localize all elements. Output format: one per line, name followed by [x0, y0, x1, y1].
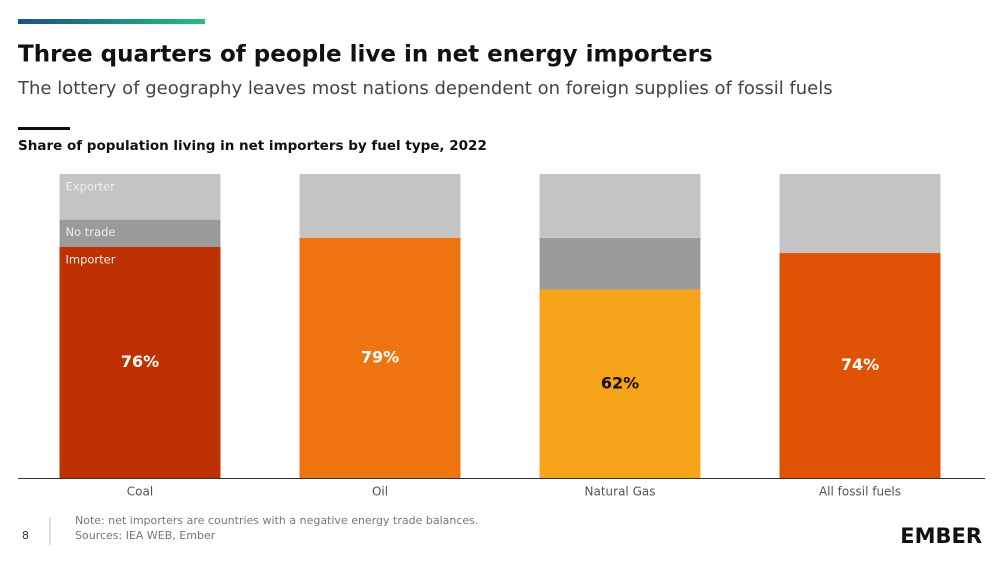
value-label: 76%	[121, 352, 159, 371]
title: Three quarters of people live in net ene…	[18, 42, 713, 68]
x-tick-label: Coal	[127, 485, 153, 499]
bar-segment	[299, 237, 461, 478]
segment-legend: Importer	[66, 252, 116, 266]
accent-bar	[18, 19, 205, 24]
bar-segment	[539, 174, 701, 238]
value-label: 79%	[361, 347, 399, 366]
source: Sources: IEA WEB, Ember	[75, 529, 216, 542]
bar-segment	[539, 289, 701, 478]
bar-segment	[539, 237, 701, 290]
value-label: 62%	[601, 373, 639, 392]
bar-segment	[779, 253, 941, 478]
note: Note: net importers are countries with a…	[75, 514, 478, 527]
bar-segment	[59, 219, 221, 247]
plot: 76% Importer No trade Exporter Coal 79% Oil 62%…	[59, 174, 941, 499]
bar-segment	[299, 174, 461, 238]
value-label: 74%	[841, 355, 879, 374]
bar-segment	[779, 174, 941, 254]
page-number: 8	[22, 529, 29, 542]
x-tick-label: Natural Gas	[585, 485, 656, 499]
segment-legend: Exporter	[66, 180, 116, 194]
bar-segment	[59, 174, 221, 220]
bar-segment	[59, 246, 221, 478]
logo: EMBER	[900, 524, 982, 548]
subtitle: The lottery of geography leaves most nat…	[17, 78, 833, 99]
section-rule	[18, 127, 70, 130]
segment-legend: No trade	[66, 225, 116, 239]
x-tick-label: Oil	[372, 485, 388, 499]
x-tick-label: All fossil fuels	[819, 485, 901, 499]
chart-title: Share of population living in net import…	[18, 138, 487, 154]
